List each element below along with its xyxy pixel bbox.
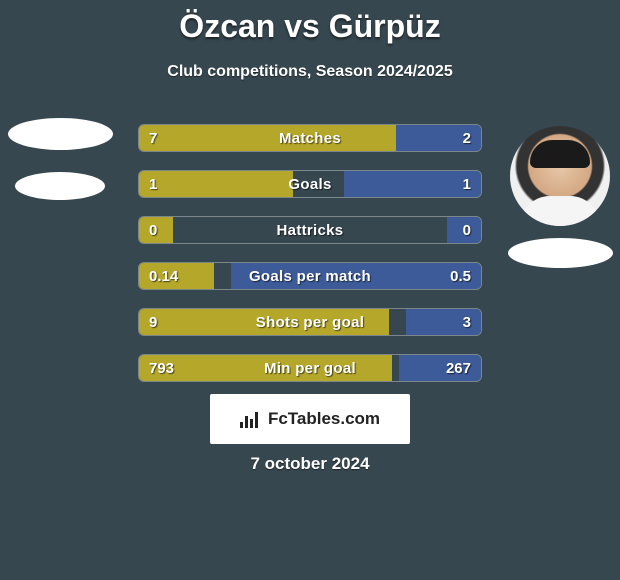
date-label: 7 october 2024	[0, 454, 620, 474]
stat-label: Shots per goal	[139, 309, 481, 335]
branding-badge: FcTables.com	[210, 394, 410, 444]
player-left-flag	[15, 172, 105, 200]
stat-label: Goals per match	[139, 263, 481, 289]
stat-row: Shots per goal9 3	[138, 308, 482, 336]
stat-value-right: 0.5	[450, 263, 471, 289]
stat-value-left: 0	[149, 217, 157, 243]
comparison-bars: Matches7 2 Goals1 1 Hattricks0 0 Goals per mat…	[138, 124, 482, 400]
stat-row: Goals1 1	[138, 170, 482, 198]
player-right-group	[505, 126, 615, 268]
stat-value-left: 793	[149, 355, 174, 381]
stat-value-right: 0	[463, 217, 471, 243]
stat-label: Hattricks	[139, 217, 481, 243]
page-title: Özcan vs Gürpüz	[0, 0, 620, 45]
player-left-avatar	[8, 118, 113, 150]
player-right-avatar	[510, 126, 610, 226]
subtitle: Club competitions, Season 2024/2025	[0, 63, 620, 81]
stat-value-right: 2	[463, 125, 471, 151]
stat-row: Matches7 2	[138, 124, 482, 152]
player-left-group	[5, 118, 115, 200]
stat-row: Goals per match0.14 0.5	[138, 262, 482, 290]
stat-row: Hattricks0 0	[138, 216, 482, 244]
stat-value-right: 3	[463, 309, 471, 335]
stat-label: Min per goal	[139, 355, 481, 381]
stat-label: Matches	[139, 125, 481, 151]
stat-value-left: 7	[149, 125, 157, 151]
stat-row: Min per goal793 267	[138, 354, 482, 382]
stat-value-right: 267	[446, 355, 471, 381]
stat-value-left: 9	[149, 309, 157, 335]
stat-label: Goals	[139, 171, 481, 197]
brand-text: FcTables.com	[268, 409, 380, 429]
stat-value-right: 1	[463, 171, 471, 197]
stat-value-left: 0.14	[149, 263, 178, 289]
player-right-flag	[508, 238, 613, 268]
brand-bars-icon	[240, 410, 262, 428]
stat-value-left: 1	[149, 171, 157, 197]
